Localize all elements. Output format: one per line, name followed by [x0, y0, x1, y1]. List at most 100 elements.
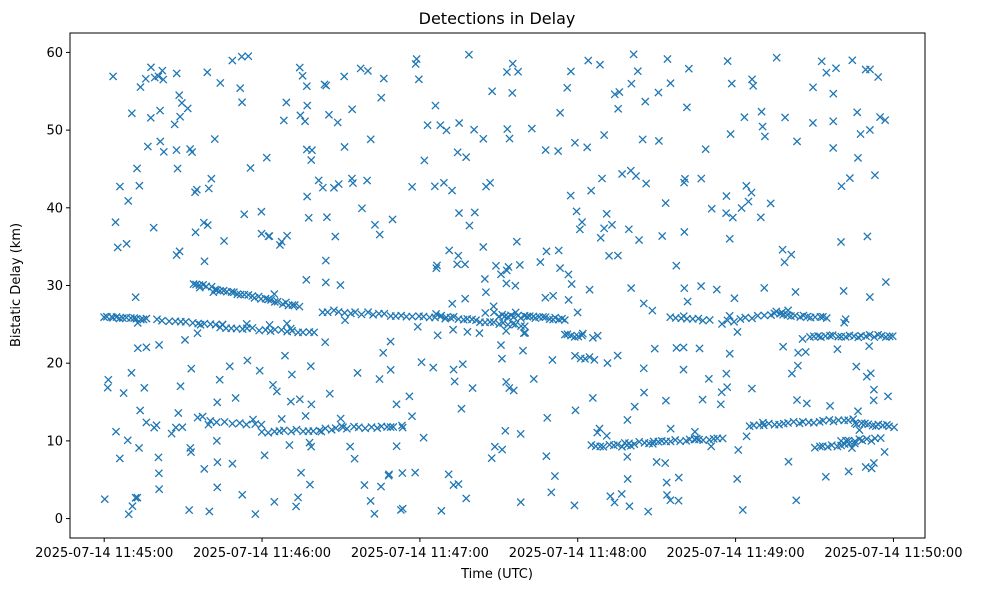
data-point — [615, 87, 624, 97]
data-point — [465, 221, 474, 230]
y-tick-label: 10 — [46, 434, 63, 449]
data-point — [384, 470, 394, 479]
data-point — [165, 317, 174, 326]
data-point — [865, 125, 874, 135]
data-point — [186, 448, 196, 457]
data-point — [209, 288, 218, 297]
data-point — [603, 358, 612, 368]
data-point — [623, 452, 632, 461]
data-point — [679, 343, 688, 352]
data-point — [634, 235, 644, 245]
data-point — [502, 279, 511, 288]
data-point — [115, 182, 124, 191]
data-point — [290, 300, 299, 310]
data-point — [600, 224, 609, 233]
data-point — [757, 107, 766, 116]
data-point — [759, 421, 768, 430]
data-point — [392, 442, 401, 451]
data-point — [307, 400, 316, 409]
data-point — [471, 316, 481, 325]
data-point — [237, 98, 247, 107]
data-point — [697, 282, 706, 291]
data-point — [414, 75, 423, 84]
data-point — [588, 333, 597, 342]
data-point — [705, 315, 714, 325]
data-point — [564, 270, 573, 279]
data-point — [727, 79, 736, 88]
data-point — [870, 332, 879, 342]
data-point — [867, 436, 876, 445]
data-point — [340, 142, 349, 152]
data-point — [324, 110, 334, 119]
data-point — [543, 413, 552, 422]
data-point — [549, 291, 558, 300]
data-point — [282, 319, 292, 328]
data-point — [100, 495, 109, 504]
data-point — [282, 98, 291, 107]
data-point — [131, 293, 140, 302]
data-point — [623, 415, 632, 424]
data-point — [285, 440, 294, 450]
data-point — [307, 442, 316, 451]
data-point — [738, 505, 747, 515]
data-point — [470, 125, 479, 134]
data-point — [408, 182, 417, 191]
data-point — [248, 323, 257, 332]
data-point — [363, 176, 372, 185]
data-point — [810, 443, 819, 452]
data-point — [674, 473, 683, 482]
data-point — [802, 399, 811, 408]
data-point — [453, 148, 462, 157]
y-tick-label: 60 — [46, 46, 63, 61]
data-point — [515, 260, 524, 269]
data-point — [490, 442, 499, 451]
data-point — [448, 299, 457, 308]
data-point — [370, 220, 380, 229]
data-point — [277, 237, 286, 246]
data-point — [554, 246, 563, 255]
data-point — [617, 442, 626, 451]
data-point — [212, 436, 221, 445]
data-point — [881, 277, 890, 287]
data-point — [287, 427, 296, 436]
data-point — [464, 50, 473, 59]
x-axis: 2025-07-14 11:45:00 2025-07-14 11:46:00 20… — [35, 538, 962, 561]
data-point — [113, 243, 122, 252]
data-point — [850, 437, 860, 446]
data-point — [171, 423, 180, 432]
data-point — [337, 421, 346, 431]
data-point — [195, 280, 204, 290]
data-point — [856, 129, 865, 139]
data-point — [509, 386, 518, 395]
data-point — [363, 66, 372, 75]
data-point — [211, 320, 220, 329]
data-point — [847, 444, 857, 453]
data-point — [240, 210, 249, 219]
data-point — [454, 251, 463, 260]
data-point — [322, 213, 331, 222]
x-tick-label: 2025-07-14 11:50:00 — [824, 546, 962, 561]
data-point — [496, 341, 506, 350]
data-point — [588, 393, 597, 403]
data-point — [192, 185, 201, 194]
data-point — [111, 427, 121, 436]
data-point — [869, 458, 878, 468]
data-point — [772, 53, 781, 62]
data-point — [307, 156, 316, 165]
data-point — [296, 111, 305, 120]
data-point — [227, 287, 236, 297]
data-point — [869, 385, 878, 394]
data-point — [542, 247, 551, 256]
data-point — [462, 153, 471, 162]
data-point — [829, 143, 838, 153]
data-point — [370, 509, 379, 518]
data-point — [215, 286, 225, 295]
data-point — [320, 80, 329, 89]
data-point — [629, 50, 638, 59]
y-tick-label: 40 — [46, 201, 63, 216]
data-point — [220, 417, 229, 426]
data-point — [498, 318, 508, 327]
data-point — [881, 116, 890, 125]
data-point — [156, 137, 165, 146]
data-point — [508, 319, 517, 328]
